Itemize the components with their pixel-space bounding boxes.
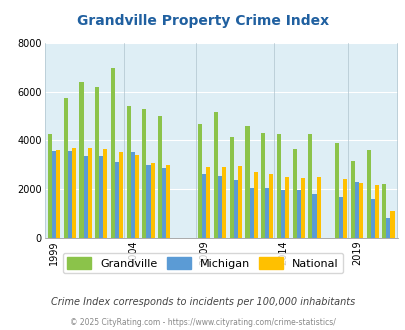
Bar xyxy=(111,68,115,238)
Bar xyxy=(213,112,217,238)
Text: Crime Index corresponds to incidents per 100,000 inhabitants: Crime Index corresponds to incidents per… xyxy=(51,297,354,307)
Bar xyxy=(83,156,87,238)
Bar xyxy=(233,181,237,238)
Bar xyxy=(237,166,241,238)
Bar xyxy=(146,165,150,238)
Bar xyxy=(312,194,316,238)
Bar xyxy=(99,156,103,238)
Bar xyxy=(48,134,52,238)
Bar xyxy=(56,150,60,238)
Text: Grandville Property Crime Index: Grandville Property Crime Index xyxy=(77,15,328,28)
Bar xyxy=(382,184,386,238)
Bar xyxy=(386,218,390,238)
Bar xyxy=(150,163,154,238)
Bar xyxy=(284,177,288,238)
Text: © 2025 CityRating.com - https://www.cityrating.com/crime-statistics/: © 2025 CityRating.com - https://www.city… xyxy=(70,318,335,327)
Bar xyxy=(358,183,362,238)
Bar xyxy=(354,182,358,238)
Bar xyxy=(217,176,222,238)
Bar xyxy=(292,149,296,238)
Bar xyxy=(87,148,92,238)
Bar xyxy=(206,167,210,238)
Bar xyxy=(366,150,370,238)
Bar xyxy=(260,133,264,238)
Bar xyxy=(158,116,162,238)
Bar xyxy=(374,185,378,238)
Bar xyxy=(142,109,146,238)
Bar xyxy=(249,188,253,238)
Bar xyxy=(229,137,233,238)
Bar xyxy=(300,178,304,238)
Bar xyxy=(296,190,300,238)
Bar xyxy=(370,199,374,238)
Bar xyxy=(95,87,99,238)
Bar xyxy=(130,152,134,238)
Bar xyxy=(245,126,249,238)
Legend: Grandville, Michigan, National: Grandville, Michigan, National xyxy=(62,253,343,273)
Bar xyxy=(162,168,166,238)
Bar xyxy=(343,179,347,238)
Bar xyxy=(316,177,320,238)
Bar xyxy=(334,143,338,238)
Bar xyxy=(390,211,394,238)
Bar xyxy=(134,155,139,238)
Bar xyxy=(269,174,273,238)
Bar xyxy=(115,162,119,238)
Bar xyxy=(338,197,343,238)
Bar xyxy=(307,134,312,238)
Bar xyxy=(126,106,130,238)
Bar xyxy=(350,161,354,238)
Bar xyxy=(52,151,56,238)
Bar xyxy=(103,149,107,238)
Bar xyxy=(72,148,76,238)
Bar xyxy=(119,152,123,238)
Bar xyxy=(166,165,170,238)
Bar xyxy=(64,98,68,238)
Bar xyxy=(280,190,284,238)
Bar xyxy=(222,167,226,238)
Bar xyxy=(202,174,206,238)
Bar xyxy=(276,134,280,238)
Bar xyxy=(68,151,72,238)
Bar xyxy=(198,124,202,238)
Bar xyxy=(253,172,257,238)
Bar xyxy=(79,82,83,238)
Bar xyxy=(264,188,269,238)
